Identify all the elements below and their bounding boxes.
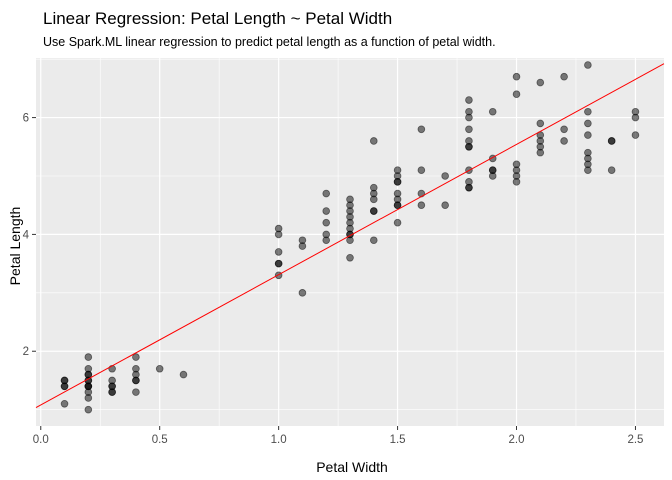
data-point xyxy=(298,289,307,297)
data-point xyxy=(369,236,378,245)
y-tick-label: 4 xyxy=(23,229,30,241)
regression-line xyxy=(35,63,665,409)
data-point xyxy=(346,253,354,262)
data-point xyxy=(465,107,473,116)
data-point xyxy=(393,166,402,174)
chart-title: Linear Regression: Petal Length ~ Petal … xyxy=(43,9,392,28)
y-axis: 2 4 6 xyxy=(23,113,36,358)
data-point xyxy=(322,218,331,227)
data-point xyxy=(584,148,592,157)
data-point xyxy=(465,96,473,104)
data-point xyxy=(512,72,521,81)
data-point xyxy=(393,218,402,227)
data-point xyxy=(346,195,354,204)
y-axis-label: Petal Length xyxy=(7,207,23,286)
data-point xyxy=(465,137,473,145)
x-tick-label: 1.5 xyxy=(390,434,406,446)
data-point xyxy=(298,236,307,245)
data-point xyxy=(60,382,69,391)
data-point xyxy=(393,189,402,198)
data-point xyxy=(274,224,283,233)
data-point xyxy=(369,207,378,215)
y-tick-label: 2 xyxy=(23,346,29,358)
data-point xyxy=(584,61,592,69)
data-point xyxy=(132,364,140,373)
x-tick-label: 2.0 xyxy=(509,434,525,446)
data-point xyxy=(274,248,283,256)
data-point xyxy=(465,125,473,134)
data-point xyxy=(84,353,93,361)
data-point xyxy=(441,172,449,180)
data-point xyxy=(155,364,164,373)
data-points xyxy=(60,61,640,414)
data-point xyxy=(369,137,378,145)
data-point xyxy=(417,125,426,134)
data-point xyxy=(179,370,188,379)
data-point xyxy=(132,388,140,396)
x-axis-label: Petal Width xyxy=(316,459,388,475)
data-point xyxy=(322,207,331,215)
data-point xyxy=(322,230,331,239)
data-point xyxy=(108,376,116,385)
x-tick-label: 0.0 xyxy=(33,434,49,446)
data-point xyxy=(488,107,497,116)
data-point xyxy=(584,107,592,116)
chart-subtitle: Use Spark.ML linear regression to predic… xyxy=(43,35,496,49)
regression-line-group xyxy=(35,63,665,409)
x-tick-label: 1.0 xyxy=(271,434,287,446)
x-tick-label: 0.5 xyxy=(152,434,168,446)
data-point xyxy=(631,107,640,116)
data-point xyxy=(607,137,616,145)
x-axis: 0.0 0.5 1.0 1.5 2.0 2.5 xyxy=(33,426,643,446)
data-point xyxy=(274,259,283,268)
data-point xyxy=(560,137,568,145)
data-point xyxy=(584,119,592,128)
data-point xyxy=(512,160,521,169)
major-gridlines xyxy=(36,58,664,426)
data-point xyxy=(60,400,69,408)
data-point xyxy=(488,166,497,174)
data-point xyxy=(560,125,568,134)
data-point xyxy=(560,72,568,81)
data-point xyxy=(417,166,426,174)
data-point xyxy=(84,364,93,373)
data-point xyxy=(84,405,93,414)
data-point xyxy=(631,131,640,139)
data-point xyxy=(322,189,331,198)
x-tick-label: 2.5 xyxy=(627,434,643,446)
data-point xyxy=(369,183,378,192)
data-point xyxy=(417,189,426,198)
data-point xyxy=(607,166,616,174)
data-point xyxy=(132,353,140,361)
data-point xyxy=(465,178,473,186)
data-point xyxy=(536,78,545,87)
data-point xyxy=(536,119,545,128)
data-point xyxy=(417,201,426,210)
data-point xyxy=(584,131,592,139)
data-point xyxy=(108,388,116,396)
data-point xyxy=(441,201,449,210)
data-point xyxy=(512,90,521,99)
y-tick-label: 6 xyxy=(23,113,29,125)
